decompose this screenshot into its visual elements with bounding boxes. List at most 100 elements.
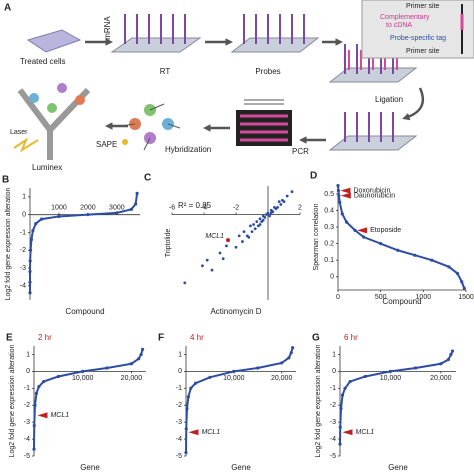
point	[460, 280, 464, 284]
x-axis-label: Compound	[382, 297, 421, 306]
x-tick-label: 10,000	[223, 375, 245, 382]
point	[183, 281, 187, 285]
point	[129, 207, 133, 211]
point	[115, 211, 119, 215]
y-tick-label: 0	[178, 368, 182, 375]
point	[336, 184, 340, 188]
y-tick-label: -1	[330, 385, 336, 392]
strands	[344, 112, 394, 142]
y-tick-label: -3	[20, 265, 26, 272]
x-tick-label: 10,000	[72, 375, 94, 382]
point	[32, 423, 36, 428]
point	[338, 442, 342, 446]
point	[446, 357, 451, 362]
point	[247, 235, 251, 239]
point	[31, 229, 35, 233]
label: Luminex	[32, 163, 62, 172]
x-tick-label: 10,000	[380, 375, 402, 382]
point	[340, 393, 345, 397]
point	[184, 451, 188, 455]
x-tick-label: 1000	[416, 294, 432, 301]
point	[362, 235, 366, 239]
label: Hybridization	[165, 145, 211, 154]
y-tick-label: 1	[22, 194, 26, 201]
point	[57, 214, 61, 219]
y-tick-label: 0.5	[324, 191, 334, 198]
annotation: MCL1	[50, 412, 69, 419]
point	[137, 357, 141, 361]
y-axis-label: Log2 fold gene expression alteration	[315, 344, 322, 457]
beads	[29, 83, 85, 113]
point	[32, 447, 36, 451]
point	[353, 228, 357, 232]
label: RT	[160, 67, 171, 76]
point	[337, 193, 341, 198]
point	[189, 386, 193, 390]
point	[140, 347, 145, 351]
point	[340, 212, 344, 216]
point	[232, 369, 236, 373]
point	[363, 374, 367, 379]
point	[258, 217, 262, 221]
point	[201, 264, 204, 268]
y-tick-label: 0.3	[324, 224, 334, 231]
point	[105, 366, 109, 370]
panel-label: B	[2, 175, 9, 186]
curve	[185, 347, 294, 453]
pointer	[357, 227, 368, 234]
inset	[361, 0, 474, 59]
pointer	[188, 429, 199, 436]
inset-label: to cDNA	[386, 22, 412, 29]
time-label: 4 hr	[190, 333, 204, 342]
point	[135, 191, 139, 195]
point	[34, 391, 39, 395]
point	[185, 407, 189, 411]
pointer	[340, 187, 351, 194]
y-tick-label: -4	[176, 436, 182, 443]
y-tick-label: -2	[330, 402, 336, 409]
y-tick-label: -2	[176, 402, 182, 409]
point	[42, 379, 46, 384]
point	[193, 381, 198, 385]
y-tick-label: 0.1	[324, 257, 334, 264]
x-axis-label: Gene	[231, 463, 251, 472]
y-tick-label: -1	[24, 385, 30, 392]
label: SAPE	[96, 140, 117, 149]
point	[221, 257, 225, 261]
pointer	[342, 429, 353, 436]
y-tick-label: -5	[330, 453, 336, 460]
sape-icon	[122, 139, 128, 145]
point	[268, 214, 271, 218]
point	[134, 202, 138, 206]
point	[129, 362, 133, 366]
point	[450, 349, 455, 353]
y-tick-label: 0	[330, 274, 334, 281]
plate	[26, 29, 82, 53]
pointer	[37, 412, 48, 419]
x-axis-label: Compound	[65, 307, 104, 316]
slide	[328, 135, 418, 151]
point	[276, 205, 279, 209]
x-tick-label: 2	[298, 204, 302, 211]
x-axis-label: Gene	[80, 463, 100, 472]
x-tick-label: 20,000	[271, 375, 293, 382]
point	[282, 200, 286, 204]
point	[439, 362, 443, 366]
point	[28, 248, 33, 252]
x-axis-label: Actinomycin D	[210, 307, 261, 316]
x-tick-label: -2	[233, 204, 239, 211]
point	[344, 220, 349, 224]
flow-cell	[17, 87, 91, 160]
point	[379, 242, 383, 246]
time-label: 6 hr	[344, 333, 358, 342]
panel-label: F	[158, 333, 164, 344]
point	[218, 251, 222, 255]
point	[28, 259, 32, 263]
point	[396, 248, 400, 252]
point	[414, 366, 418, 370]
point	[462, 286, 466, 290]
y-tick-label: -2	[24, 402, 30, 409]
y-tick-label: 0	[26, 368, 30, 375]
point	[186, 395, 190, 399]
point	[237, 234, 241, 238]
